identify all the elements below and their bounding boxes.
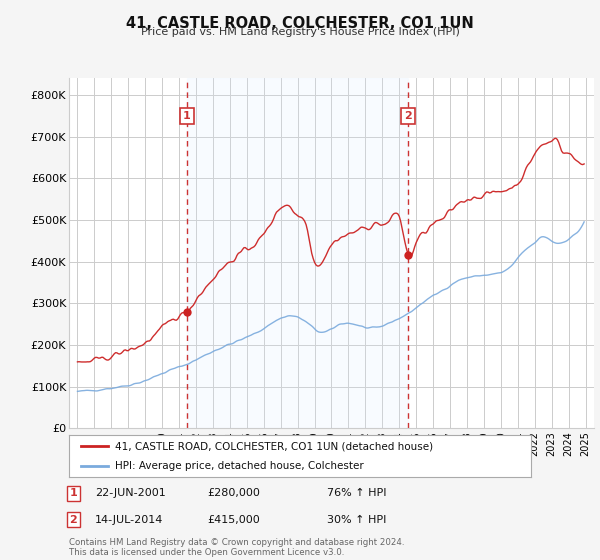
Text: 14-JUL-2014: 14-JUL-2014 [95,515,163,525]
Bar [187,78,409,428]
Text: 30% ↑ HPI: 30% ↑ HPI [327,515,386,525]
Text: 41, CASTLE ROAD, COLCHESTER, CO1 1UN (detached house): 41, CASTLE ROAD, COLCHESTER, CO1 1UN (de… [115,441,433,451]
Text: 2: 2 [404,111,412,121]
Text: 2: 2 [70,515,77,525]
Text: £280,000: £280,000 [207,488,260,498]
Text: 41, CASTLE ROAD, COLCHESTER, CO1 1UN: 41, CASTLE ROAD, COLCHESTER, CO1 1UN [126,16,474,31]
Text: 1: 1 [70,488,77,498]
Text: 22-JUN-2001: 22-JUN-2001 [95,488,166,498]
Text: 1: 1 [183,111,191,121]
Text: Price paid vs. HM Land Registry's House Price Index (HPI): Price paid vs. HM Land Registry's House … [140,27,460,37]
Text: Contains HM Land Registry data © Crown copyright and database right 2024.
This d: Contains HM Land Registry data © Crown c… [69,538,404,557]
Text: £415,000: £415,000 [207,515,260,525]
Text: 76% ↑ HPI: 76% ↑ HPI [327,488,386,498]
Text: HPI: Average price, detached house, Colchester: HPI: Average price, detached house, Colc… [115,461,364,471]
